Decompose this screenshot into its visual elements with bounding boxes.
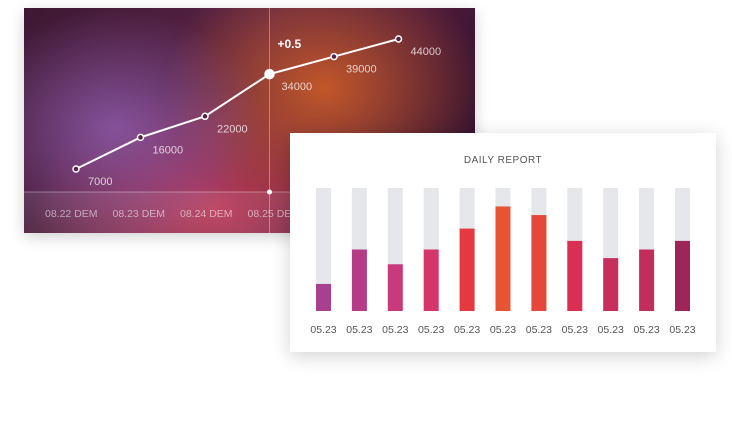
data-label: 22000 [217,123,248,135]
x-tick-label: 08.22 DEM [45,208,98,220]
bar-track [316,188,331,311]
data-label: 16000 [153,144,184,156]
bar [639,249,655,311]
x-tick-label: 05.23 [633,324,659,336]
x-tick-label: 08.23 DEM [113,208,166,220]
daily-report-title: DAILY REPORT [463,155,543,166]
data-point [394,35,403,43]
data-label: 7000 [88,176,112,188]
bar-chart: 05.23 05.23 05.23 05.23 05.23 05.23 05.23 05.23… [310,188,696,336]
bar [675,240,690,311]
line-chart-panel: 7000 16000 22000 34000 39000 44000 +0.5 08.22 D… [24,8,475,233]
data-label: 44000 [411,46,442,58]
bar [316,283,331,311]
data-point [330,52,338,61]
bar [351,249,367,311]
data-label: 39000 [346,64,377,76]
bar [387,264,403,311]
bar [531,215,547,311]
data-label: 34000 [282,81,313,93]
x-tick-label: 05.23 [669,324,695,336]
bar [459,228,475,311]
x-tick-label: 05.23 [598,324,624,336]
x-tick-label: 05.23 [454,324,480,336]
x-tick-label: 08.25 DEM [248,208,301,220]
x-tick-label: 05.23 [310,324,336,336]
x-tick-label: 05.23 [490,324,516,336]
data-point [264,68,275,80]
highlight-annotation: +0.5 [278,37,302,51]
series-line [75,38,399,170]
x-tick-label: 05.23 [382,324,408,336]
axis-marker [267,189,272,195]
data-point [201,112,209,121]
bar [495,206,511,311]
data-point [136,133,145,142]
x-tick-label: 05.23 [562,324,588,336]
x-tick-label: 05.23 [418,324,444,336]
daily-report-panel: DAILY REPORT 05.23 05.23 05.23 05.23 05.23 05… [290,133,716,352]
bar [567,240,583,311]
x-tick-label: 05.23 [346,324,372,336]
bar [603,258,619,311]
line-chart: 7000 16000 22000 34000 39000 44000 +0.5 08.22 D… [24,8,475,233]
data-point [72,165,80,173]
x-tick-label: 08.24 DEM [180,208,233,220]
x-tick-label: 05.23 [526,324,552,336]
bar [423,249,439,311]
